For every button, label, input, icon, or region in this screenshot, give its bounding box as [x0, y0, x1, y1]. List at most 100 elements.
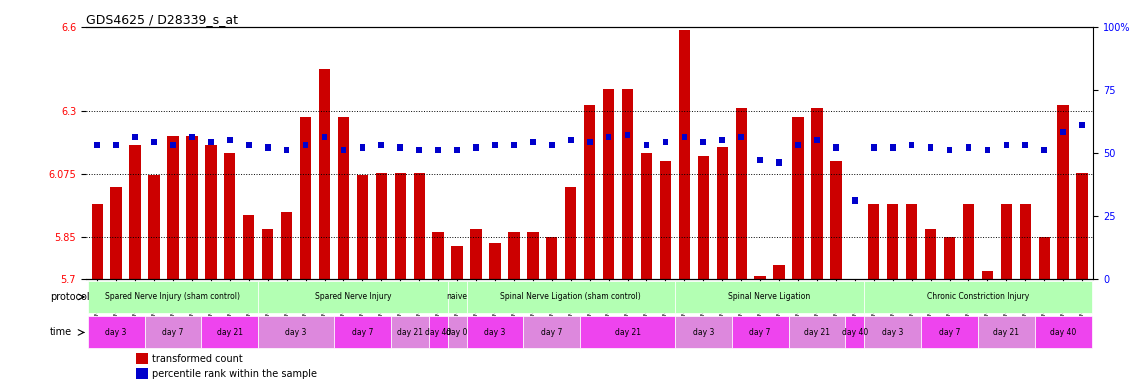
Bar: [129, 145, 141, 279]
Bar: [281, 212, 292, 279]
Bar: [643, 142, 649, 148]
Bar: [985, 147, 990, 153]
Text: day 40: day 40: [1050, 328, 1076, 337]
Bar: [792, 117, 804, 279]
Text: day 3: day 3: [484, 328, 506, 337]
Bar: [94, 142, 100, 148]
Bar: [755, 276, 766, 279]
Text: day 0: day 0: [447, 328, 468, 337]
Bar: [739, 134, 744, 141]
Bar: [981, 271, 993, 279]
Text: Spinal Nerve Ligation: Spinal Nerve Ligation: [728, 293, 811, 301]
Bar: [492, 142, 498, 148]
Bar: [224, 153, 236, 279]
Bar: [852, 197, 858, 204]
Bar: [111, 187, 121, 279]
Bar: [334, 316, 390, 348]
Bar: [1080, 121, 1085, 128]
Bar: [448, 316, 466, 348]
Bar: [947, 147, 953, 153]
Bar: [679, 30, 690, 279]
Bar: [564, 187, 576, 279]
Bar: [1060, 129, 1066, 136]
Bar: [187, 136, 198, 279]
Bar: [243, 215, 254, 279]
Text: percentile rank within the sample: percentile rank within the sample: [152, 369, 317, 379]
Bar: [435, 147, 441, 153]
Bar: [340, 147, 346, 153]
Bar: [523, 316, 581, 348]
Bar: [663, 139, 669, 146]
Bar: [864, 281, 1091, 313]
Bar: [530, 139, 536, 146]
Bar: [433, 232, 444, 279]
Bar: [338, 117, 349, 279]
Bar: [603, 89, 615, 279]
Bar: [1076, 173, 1088, 279]
Bar: [284, 147, 290, 153]
Bar: [1022, 142, 1028, 148]
Bar: [701, 139, 706, 146]
Bar: [376, 173, 387, 279]
Bar: [978, 316, 1035, 348]
Text: Chronic Constriction Injury: Chronic Constriction Injury: [926, 293, 1029, 301]
Bar: [906, 204, 917, 279]
Bar: [466, 316, 523, 348]
Bar: [1003, 142, 1009, 148]
Bar: [136, 368, 149, 379]
Bar: [202, 316, 259, 348]
Bar: [674, 316, 732, 348]
Bar: [413, 173, 425, 279]
Text: day 3: day 3: [105, 328, 127, 337]
Bar: [227, 137, 232, 143]
Bar: [259, 316, 334, 348]
Text: day 21: day 21: [994, 328, 1019, 337]
Text: Spared Nerve Injury (sham control): Spared Nerve Injury (sham control): [105, 293, 240, 301]
Bar: [360, 144, 365, 151]
Bar: [674, 281, 864, 313]
Text: day 21: day 21: [397, 328, 423, 337]
Bar: [390, 316, 428, 348]
Bar: [548, 142, 554, 148]
Text: day 7: day 7: [939, 328, 961, 337]
Bar: [965, 144, 971, 151]
Bar: [757, 157, 763, 163]
Text: transformed count: transformed count: [152, 354, 243, 364]
Bar: [845, 316, 864, 348]
Bar: [1058, 105, 1068, 279]
Text: day 3: day 3: [882, 328, 903, 337]
Bar: [264, 144, 270, 151]
Text: day 7: day 7: [542, 328, 562, 337]
Bar: [927, 144, 933, 151]
Bar: [1042, 147, 1047, 153]
Bar: [963, 204, 974, 279]
Bar: [489, 243, 500, 279]
Bar: [189, 134, 195, 141]
Text: day 7: day 7: [163, 328, 183, 337]
Bar: [546, 237, 558, 279]
Bar: [318, 69, 330, 279]
Bar: [451, 246, 463, 279]
Text: Spared Nerve Injury: Spared Nerve Injury: [315, 293, 392, 301]
Bar: [508, 232, 520, 279]
Bar: [167, 136, 179, 279]
Bar: [417, 147, 423, 153]
Bar: [834, 144, 839, 151]
Bar: [732, 316, 789, 348]
Bar: [144, 316, 202, 348]
Bar: [568, 137, 574, 143]
Bar: [584, 105, 595, 279]
Bar: [864, 316, 921, 348]
Bar: [208, 139, 214, 146]
Bar: [511, 142, 516, 148]
Bar: [205, 145, 216, 279]
Bar: [890, 144, 895, 151]
Bar: [625, 132, 631, 138]
Bar: [455, 147, 460, 153]
Bar: [697, 156, 709, 279]
Text: day 21: day 21: [615, 328, 640, 337]
Bar: [909, 142, 915, 148]
Bar: [681, 134, 687, 141]
Bar: [795, 142, 800, 148]
Bar: [887, 204, 899, 279]
